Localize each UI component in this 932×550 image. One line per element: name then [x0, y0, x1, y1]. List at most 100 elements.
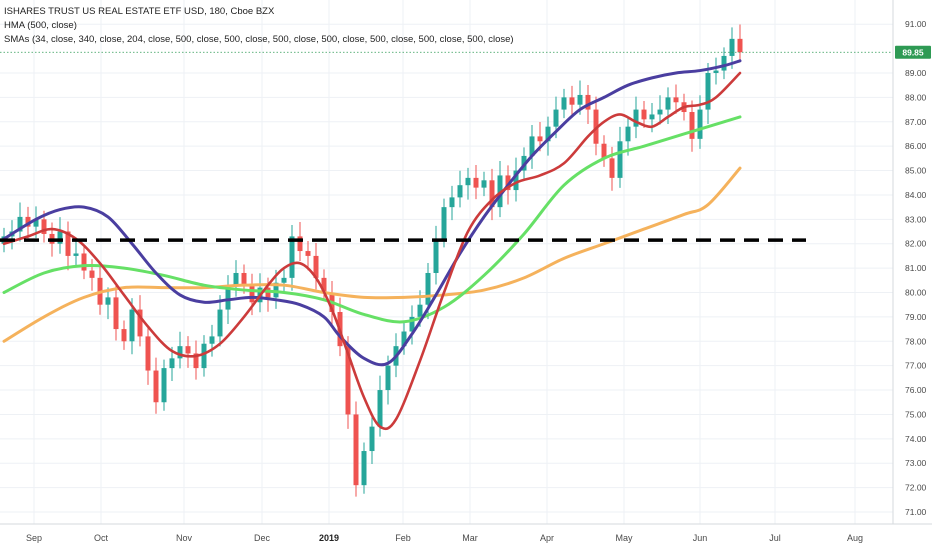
legend-smas[interactable]: SMAs (34, close, 340, close, 204, close,…: [4, 34, 514, 45]
candle-body: [369, 426, 375, 452]
candle-body: [25, 216, 31, 227]
candle-body: [705, 73, 711, 110]
y-tick-label: 75.00: [905, 409, 927, 419]
candle: [473, 164, 479, 200]
y-tick-label: 87.00: [905, 117, 927, 127]
candle: [153, 357, 159, 414]
candle-body: [545, 126, 551, 142]
candle: [433, 225, 439, 285]
candle-body: [513, 170, 519, 191]
candle-body: [345, 346, 351, 415]
candle-body: [73, 253, 79, 256]
time-axis[interactable]: [0, 524, 932, 550]
y-tick-label: 80.00: [905, 288, 927, 298]
y-tick-label: 76.00: [905, 385, 927, 395]
candle-body: [57, 231, 63, 244]
x-tick-label: Apr: [540, 533, 554, 543]
candle-body: [313, 255, 319, 278]
x-tick-label: Oct: [94, 533, 109, 543]
candle: [657, 95, 663, 125]
candle-body: [361, 451, 367, 486]
candle-body: [409, 316, 415, 332]
candle-body: [473, 177, 479, 188]
candle: [313, 242, 319, 290]
candle-body: [593, 109, 599, 144]
x-tick-label: Aug: [847, 533, 863, 543]
x-tick-label: May: [615, 533, 633, 543]
candle-body: [729, 38, 735, 56]
candle: [145, 326, 151, 385]
candle-body: [249, 285, 255, 303]
y-tick-label: 83.00: [905, 214, 927, 224]
candle-body: [129, 309, 135, 342]
candle-body: [137, 309, 143, 337]
candle-body: [625, 126, 631, 142]
candle-body: [217, 309, 223, 337]
candle: [193, 340, 199, 380]
candle: [465, 167, 471, 200]
candle: [737, 24, 743, 63]
candle-body: [465, 177, 471, 186]
x-tick-label: Dec: [254, 533, 271, 543]
candle-body: [65, 231, 71, 256]
candle-body: [601, 143, 607, 159]
candle-body: [297, 236, 303, 252]
candle-body: [673, 97, 679, 103]
candle-body: [289, 236, 295, 278]
candle: [113, 284, 119, 341]
candle-body: [305, 251, 311, 256]
x-tick-label: Nov: [176, 533, 193, 543]
candle-body: [41, 219, 47, 234]
candle: [601, 135, 607, 167]
y-tick-label: 72.00: [905, 483, 927, 493]
candle: [689, 100, 695, 152]
candle: [209, 324, 215, 357]
candle: [217, 295, 223, 347]
series-line-sma-mid: [2, 115, 742, 324]
candle: [177, 331, 183, 369]
candle-body: [441, 207, 447, 239]
candle-body: [321, 277, 327, 293]
candle-body: [177, 346, 183, 359]
candle: [369, 415, 375, 464]
y-tick-label: 79.00: [905, 312, 927, 322]
price-axis[interactable]: [893, 0, 932, 524]
candle: [169, 346, 175, 382]
candle: [65, 221, 71, 271]
candle-body: [169, 358, 175, 369]
legend-hma[interactable]: HMA (500, close): [4, 20, 77, 31]
y-tick-label: 89.00: [905, 68, 927, 78]
y-tick-label: 77.00: [905, 361, 927, 371]
candle: [289, 224, 295, 291]
x-tick-label: Jun: [693, 533, 708, 543]
x-tick-label: Sep: [26, 533, 42, 543]
candle-body: [713, 70, 719, 73]
candle-body: [553, 109, 559, 127]
candle-body: [537, 136, 543, 142]
candle: [641, 101, 647, 128]
series-line-sma-short: [2, 71, 742, 431]
candle: [449, 185, 455, 221]
y-tick-label: 73.00: [905, 458, 927, 468]
last-price-tag: 89.85: [895, 45, 931, 59]
candle-body: [193, 353, 199, 369]
candle: [481, 171, 487, 197]
candle: [545, 116, 551, 156]
candle-body: [377, 390, 383, 427]
candle-body: [401, 331, 407, 347]
last-price-tag-label: 89.85: [902, 47, 924, 57]
candle: [529, 124, 535, 169]
candle-body: [273, 282, 279, 298]
y-tick-label: 82.00: [905, 239, 927, 249]
x-tick-label: 2019: [319, 533, 339, 543]
x-tick-label: Mar: [462, 533, 478, 543]
candle-body: [633, 109, 639, 127]
candle: [705, 63, 711, 124]
series-line-hma: [2, 59, 742, 367]
indicator-lines: [2, 59, 742, 431]
candle-body: [17, 216, 23, 232]
candle: [489, 168, 495, 221]
